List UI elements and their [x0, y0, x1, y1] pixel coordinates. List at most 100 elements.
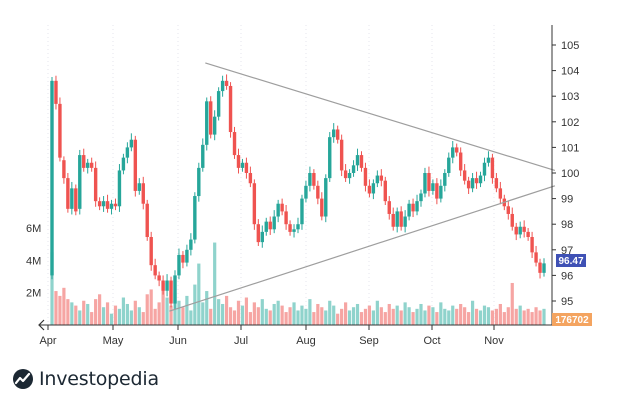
volume-bar: [371, 310, 375, 325]
volume-bar: [474, 308, 479, 325]
price-tick-label: 99: [561, 194, 573, 206]
price-tick-label: 100: [561, 168, 579, 180]
volume-bar: [74, 305, 78, 325]
candle-body: [137, 183, 141, 191]
volume-bar: [383, 312, 387, 325]
investopedia-logo-icon: [13, 369, 33, 389]
candle-body: [58, 103, 62, 158]
candle-body: [232, 132, 237, 156]
candle-body: [308, 173, 312, 186]
volume-bar: [336, 313, 340, 325]
candle-body: [359, 155, 364, 168]
candle-body: [220, 80, 225, 92]
candle-body: [125, 147, 130, 158]
candle-body: [228, 85, 233, 133]
candle-body: [248, 173, 253, 184]
volume-bar: [252, 302, 256, 325]
candle-body: [510, 213, 514, 227]
volume-bar: [181, 307, 185, 325]
volume-bar: [109, 313, 114, 325]
candle-body: [252, 183, 257, 225]
candle-body: [133, 139, 138, 191]
candle-body: [522, 226, 526, 232]
volume-bar: [467, 312, 471, 325]
candle-body: [371, 183, 376, 194]
candle-body: [363, 167, 368, 186]
candle-body: [224, 80, 229, 86]
volume-bar: [463, 307, 467, 325]
last-price-badge-bg: [556, 254, 586, 267]
candle-body: [427, 173, 431, 191]
candle-body: [458, 152, 463, 171]
candle-body: [209, 101, 213, 135]
x-tick-label: Sep: [359, 335, 379, 347]
candle-body: [78, 155, 82, 209]
trendline-lower: [169, 185, 556, 312]
volume-bar: [101, 307, 106, 325]
volume-bar: [62, 287, 66, 325]
volume-bar: [280, 305, 284, 325]
candle-body: [177, 254, 181, 276]
volume-bar: [232, 310, 237, 325]
candle-body: [193, 196, 197, 240]
candle-body: [355, 155, 360, 166]
x-tick-label: Jul: [234, 335, 248, 347]
candle-body: [403, 216, 407, 227]
price-tick-label: 105: [561, 40, 579, 52]
volume-bar: [209, 308, 213, 325]
volume-bar: [50, 252, 54, 325]
price-candles: [50, 74, 546, 310]
candle-body: [320, 198, 324, 217]
volume-bar: [538, 310, 542, 325]
volume-bar: [355, 303, 360, 325]
volume-bar: [169, 305, 173, 325]
volume-bar: [328, 300, 332, 325]
candle-body: [379, 175, 384, 181]
candle-body: [482, 162, 487, 176]
price-tick-label: 103: [561, 91, 579, 103]
volume-bar: [185, 295, 189, 325]
last-volume-label: 176702: [555, 315, 589, 326]
candle-body: [470, 178, 475, 189]
volume-bar: [300, 305, 304, 325]
candle-body: [316, 185, 320, 199]
candle-body: [451, 147, 455, 158]
candle-body: [455, 147, 459, 153]
candle-body: [375, 175, 380, 184]
x-tick-label: Aug: [296, 335, 316, 347]
volume-bar: [419, 303, 423, 325]
volume-bar: [149, 289, 153, 325]
price-tick-label: 98: [561, 219, 573, 231]
candle-body: [423, 173, 427, 194]
candle-body: [324, 178, 328, 217]
volume-bar: [482, 305, 487, 325]
volume-bar: [478, 310, 483, 325]
volume-bar: [94, 299, 98, 325]
candle-body: [70, 188, 74, 209]
candle-body: [447, 157, 451, 173]
candle-body: [74, 188, 78, 212]
candle-body: [292, 229, 296, 232]
volume-bar: [340, 308, 344, 325]
volume-bar: [221, 303, 225, 325]
volume-bar: [344, 302, 348, 325]
volume-bar: [439, 302, 443, 325]
candle-body: [339, 139, 344, 171]
candle-body: [216, 91, 221, 117]
candle-body: [300, 198, 304, 225]
volume-bar: [459, 303, 463, 325]
trendline-upper: [205, 62, 556, 172]
x-tick-label: Jun: [169, 335, 187, 347]
volume-bar: [411, 312, 415, 325]
volume-bar: [197, 263, 201, 325]
candle-body: [93, 167, 98, 202]
volume-bar: [236, 300, 241, 325]
candle-body: [153, 265, 157, 276]
candle-body: [185, 249, 189, 263]
candle-body: [86, 162, 90, 168]
candle-body: [244, 162, 249, 173]
candle-body: [113, 203, 118, 207]
volume-tick-label: 6M: [26, 223, 41, 235]
price-tick-label: 97: [561, 245, 573, 257]
candle-body: [288, 224, 292, 232]
